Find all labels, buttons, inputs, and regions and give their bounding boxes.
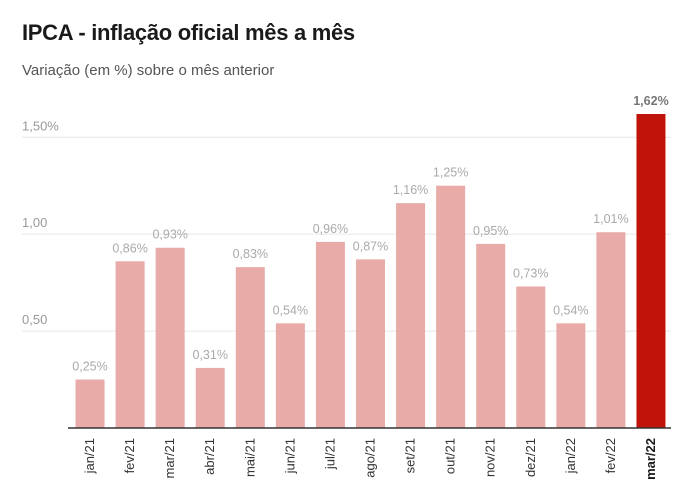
value-labels: 0,25% 0,86% 0,93% 0,31% 0,83% 0,54% 0,96% 0,87%… (72, 94, 668, 374)
x-tick-label: out/21 (443, 438, 458, 474)
bar (155, 247, 185, 428)
x-tick-label: nov/21 (483, 438, 498, 477)
x-tick-label: mai/21 (242, 438, 257, 477)
x-tick-label: ago/21 (363, 438, 378, 478)
value-label: 0,83% (233, 247, 268, 261)
x-tick-label: jun/21 (282, 438, 297, 474)
chart-subtitle: Variação (em %) sobre o mês anterior (22, 62, 275, 79)
bar (556, 323, 586, 428)
value-label: 0,73% (513, 267, 548, 281)
bar (356, 259, 385, 428)
x-tick-label: abr/21 (202, 438, 217, 475)
x-tick-label: jul/21 (322, 438, 337, 470)
value-label: 0,54% (273, 303, 308, 317)
x-tick-label: fev/22 (603, 438, 618, 473)
value-label: 0,31% (193, 348, 228, 362)
x-tick-label: jan/21 (82, 438, 97, 474)
bar (436, 185, 466, 428)
bar (75, 379, 105, 428)
value-label: 0,87% (353, 239, 388, 253)
value-label: 0,86% (112, 241, 147, 255)
bar (636, 114, 666, 428)
bar (396, 203, 426, 428)
value-label: 1,16% (393, 183, 428, 197)
x-tick-label: mar/21 (162, 438, 177, 478)
bar (235, 267, 265, 428)
x-tick-label: dez/21 (523, 438, 538, 477)
bar (315, 241, 345, 428)
bar (115, 261, 145, 428)
value-label: 1,62% (633, 94, 668, 108)
x-tick-label: jan/22 (563, 438, 578, 474)
x-tick-label: mar/22 (643, 438, 658, 480)
x-tick-label: fev/21 (122, 438, 137, 473)
bar (476, 243, 506, 428)
bar (195, 367, 225, 428)
y-tick-label: 1,00 (22, 215, 47, 230)
bar (275, 323, 305, 428)
value-label: 0,95% (473, 224, 508, 238)
y-axis-ticks: 0,50 1,00 1,50% (22, 118, 59, 327)
bar (596, 232, 626, 428)
value-label: 1,25% (433, 166, 468, 180)
value-label: 0,54% (553, 303, 588, 317)
y-tick-label: 0,50 (22, 312, 47, 327)
bars (75, 114, 666, 428)
value-label: 0,96% (313, 222, 348, 236)
bar (516, 286, 546, 428)
value-label: 1,01% (593, 212, 628, 226)
value-label: 0,25% (72, 360, 107, 374)
x-tick-label: set/21 (403, 438, 418, 473)
y-tick-label: 1,50% (22, 118, 59, 133)
x-axis-labels: jan/21 fev/21 mar/21 abr/21 mai/21 jun/21 jul/… (82, 438, 658, 480)
chart-title: IPCA - inflação oficial mês a mês (22, 20, 355, 45)
value-label: 0,93% (152, 228, 187, 242)
